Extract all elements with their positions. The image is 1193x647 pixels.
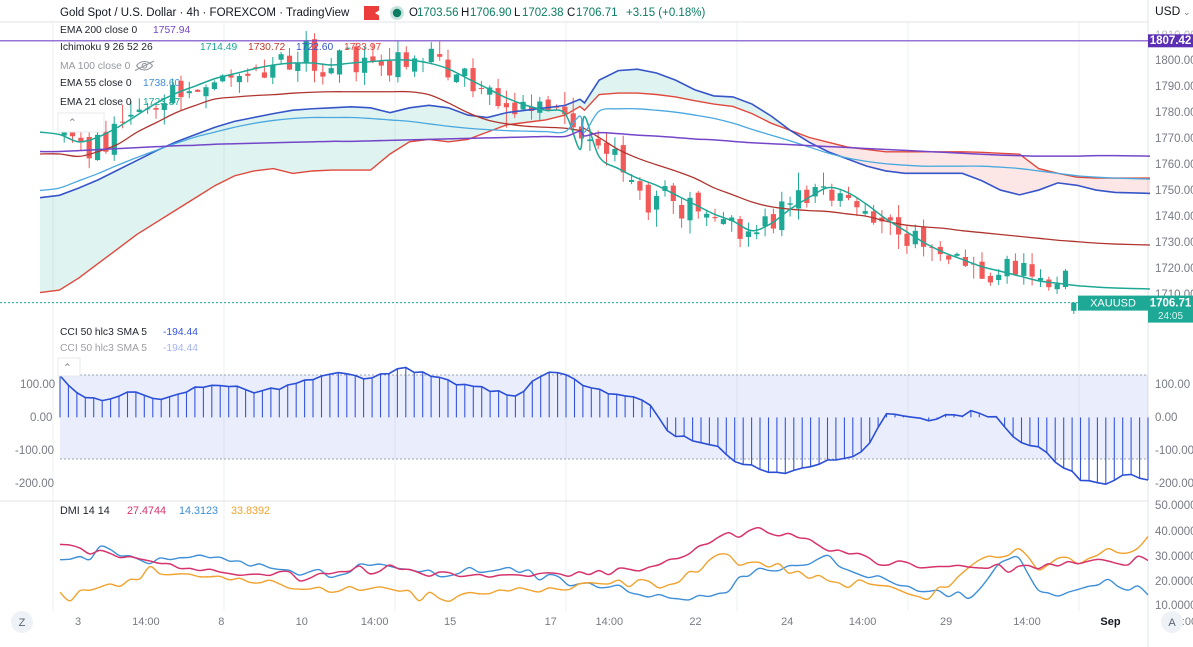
svg-text:30.0000: 30.0000 xyxy=(1155,551,1193,563)
svg-text:L: L xyxy=(514,7,521,19)
svg-text:100.00: 100.00 xyxy=(1155,379,1190,391)
svg-text:1733.97: 1733.97 xyxy=(344,42,381,53)
svg-text:1706.90: 1706.90 xyxy=(470,7,512,19)
svg-text:50.0000: 50.0000 xyxy=(1155,500,1193,512)
svg-text:-194.44: -194.44 xyxy=(163,327,198,338)
svg-text:24:05: 24:05 xyxy=(1158,311,1183,322)
svg-text:1722.60: 1722.60 xyxy=(296,42,333,53)
svg-text:8: 8 xyxy=(218,616,224,628)
svg-text:1730.00: 1730.00 xyxy=(1155,237,1193,249)
svg-text:1770.00: 1770.00 xyxy=(1155,133,1193,145)
svg-text:1706.71: 1706.71 xyxy=(576,7,618,19)
svg-text:C: C xyxy=(567,7,575,19)
svg-text:1780.00: 1780.00 xyxy=(1155,107,1193,119)
svg-text:-194.44: -194.44 xyxy=(163,343,198,354)
svg-text:XAUUSD: XAUUSD xyxy=(1090,298,1136,310)
svg-text:14.3123: 14.3123 xyxy=(179,505,218,517)
svg-text:-200.00: -200.00 xyxy=(1155,478,1193,490)
svg-text:-200.00: -200.00 xyxy=(15,478,54,490)
svg-text:1790.00: 1790.00 xyxy=(1155,81,1193,93)
svg-text:1723.87: 1723.87 xyxy=(143,97,180,108)
svg-text:1760.00: 1760.00 xyxy=(1155,159,1193,171)
svg-text:1738.60: 1738.60 xyxy=(143,78,180,89)
svg-text:1800.00: 1800.00 xyxy=(1155,55,1193,67)
svg-text:USD: USD xyxy=(1155,4,1181,18)
svg-text:Sep: Sep xyxy=(1100,616,1120,628)
svg-text:27.4744: 27.4744 xyxy=(127,505,166,517)
svg-text:1706.71: 1706.71 xyxy=(1150,298,1192,310)
svg-text:14:00: 14:00 xyxy=(1013,616,1041,628)
svg-text:MA 100 close 0: MA 100 close 0 xyxy=(60,61,131,72)
svg-text:1714.49: 1714.49 xyxy=(200,42,237,53)
svg-text:1703.56: 1703.56 xyxy=(417,7,459,19)
svg-text:40.0000: 40.0000 xyxy=(1155,526,1193,538)
svg-text:EMA 21 close 0: EMA 21 close 0 xyxy=(60,97,132,108)
svg-text:29: 29 xyxy=(940,616,952,628)
svg-text:A: A xyxy=(1168,617,1176,629)
svg-text:1702.38: 1702.38 xyxy=(522,7,564,19)
svg-text:⌄: ⌄ xyxy=(1183,7,1191,17)
svg-text:Gold Spot / U.S. Dollar · 4h ·: Gold Spot / U.S. Dollar · 4h · FOREXCOM … xyxy=(60,7,350,19)
svg-text:-100.00: -100.00 xyxy=(15,445,54,457)
svg-text:17: 17 xyxy=(545,616,557,628)
svg-text:1807.42: 1807.42 xyxy=(1150,35,1192,47)
svg-text:CCI 50 hlc3 SMA 5: CCI 50 hlc3 SMA 5 xyxy=(60,327,147,338)
svg-text:EMA 55 close 0: EMA 55 close 0 xyxy=(60,78,132,89)
svg-text:1730.72: 1730.72 xyxy=(248,42,285,53)
svg-text:1740.00: 1740.00 xyxy=(1155,211,1193,223)
svg-text:-100.00: -100.00 xyxy=(1155,445,1193,457)
svg-text:Ichimoku 9 26 52 26: Ichimoku 9 26 52 26 xyxy=(60,42,153,53)
svg-text:Z: Z xyxy=(19,617,26,629)
svg-text:1757.94: 1757.94 xyxy=(153,25,190,36)
svg-text:14:00: 14:00 xyxy=(849,616,877,628)
svg-text:10: 10 xyxy=(296,616,308,628)
svg-text:100.00: 100.00 xyxy=(20,379,55,391)
svg-text:⌃: ⌃ xyxy=(63,362,72,374)
svg-text:DMI 14 14: DMI 14 14 xyxy=(60,505,110,517)
svg-text:CCI 50 hlc3 SMA 5: CCI 50 hlc3 SMA 5 xyxy=(60,343,147,354)
svg-text:10.0000: 10.0000 xyxy=(1155,600,1193,612)
svg-text:1720.00: 1720.00 xyxy=(1155,263,1193,275)
svg-text:1750.00: 1750.00 xyxy=(1155,185,1193,197)
svg-text:33.8392: 33.8392 xyxy=(231,505,270,517)
svg-text:H: H xyxy=(461,7,469,19)
svg-text:EMA 200 close 0: EMA 200 close 0 xyxy=(60,25,138,36)
svg-text:0.00: 0.00 xyxy=(1155,412,1177,424)
svg-text:+3.15 (+0.18%): +3.15 (+0.18%) xyxy=(626,7,705,19)
svg-text:22: 22 xyxy=(689,616,701,628)
svg-text:3: 3 xyxy=(75,616,81,628)
svg-text:0.00: 0.00 xyxy=(30,412,52,424)
svg-text:14:00: 14:00 xyxy=(361,616,389,628)
svg-text:15: 15 xyxy=(444,616,456,628)
svg-text:14:00: 14:00 xyxy=(132,616,160,628)
svg-text:14:00: 14:00 xyxy=(596,616,624,628)
svg-text:⌃: ⌃ xyxy=(68,117,77,129)
svg-text:20.0000: 20.0000 xyxy=(1155,576,1193,588)
svg-text:24: 24 xyxy=(781,616,793,628)
